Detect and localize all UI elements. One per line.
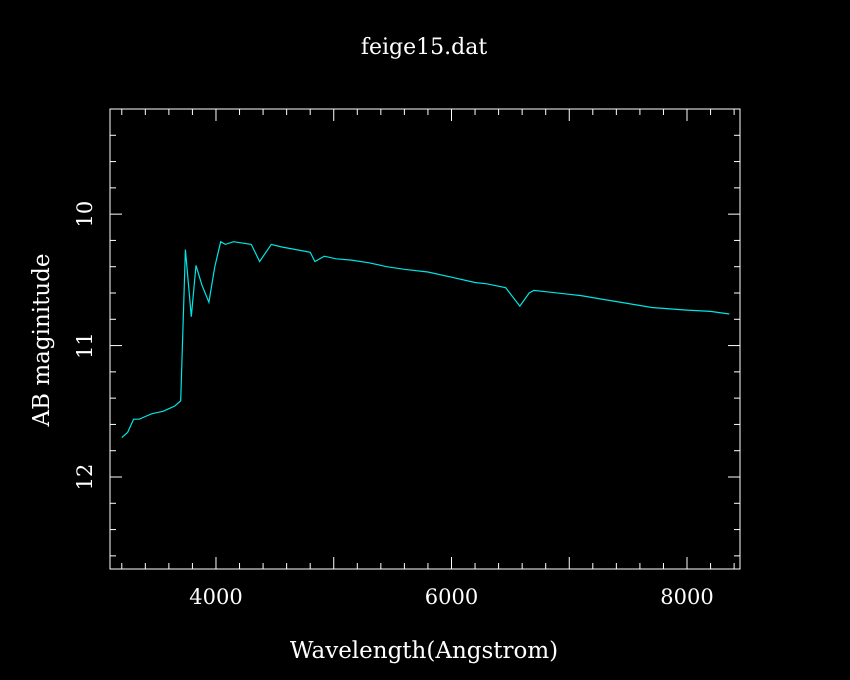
x-tick-label: 8000 (660, 585, 713, 609)
x-axis-ticks (121, 109, 735, 569)
x-axis-tick-labels: 4000 6000 8000 (189, 585, 713, 609)
series-line (121, 240, 730, 439)
y-tick-label: 10 (73, 201, 97, 228)
x-tick-label: 4000 (189, 585, 242, 609)
chart-title: feige15.dat (361, 35, 487, 60)
x-tick-label: 6000 (425, 585, 478, 609)
y-axis-title: AB maginitude (29, 254, 55, 428)
y-tick-label: 11 (73, 332, 97, 359)
y-axis-ticks (110, 108, 740, 557)
x-axis-title: Wavelength(Angstrom) (290, 638, 558, 664)
y-axis-tick-labels: 10 11 12 (73, 201, 97, 491)
plot-frame (109, 108, 741, 570)
y-tick-label: 12 (73, 464, 97, 491)
